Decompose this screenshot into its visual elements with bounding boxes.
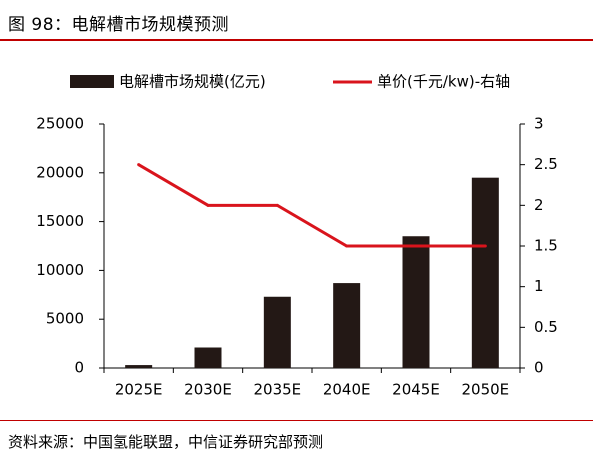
line-point bbox=[345, 244, 349, 248]
legend-bar-label: 电解槽市场规模(亿元) bbox=[119, 73, 266, 91]
x-tick-label: 2030E bbox=[184, 381, 232, 399]
footer-rule bbox=[0, 420, 593, 421]
left-tick-label: 25000 bbox=[36, 115, 84, 133]
line-point bbox=[414, 244, 418, 248]
x-tick-label: 2040E bbox=[323, 381, 371, 399]
figure-title: 图 98：电解槽市场规模预测 bbox=[8, 15, 230, 35]
right-tick-label: 1 bbox=[534, 277, 544, 295]
x-tick-label: 2035E bbox=[254, 381, 302, 399]
bar bbox=[125, 365, 153, 368]
title-rule bbox=[0, 39, 593, 41]
source-note: 资料来源：中国氢能联盟，中信证券研究部预测 bbox=[8, 433, 324, 451]
x-tick-label: 2025E bbox=[115, 381, 163, 399]
x-tick-labels: 2025E 2030E 2035E 2040E 2045E 2050E bbox=[115, 381, 509, 399]
bar bbox=[194, 347, 222, 368]
legend-bar-swatch bbox=[70, 75, 114, 88]
price-line bbox=[137, 163, 486, 248]
right-tick-label: 2.5 bbox=[534, 155, 558, 173]
left-tick-label: 15000 bbox=[36, 212, 84, 230]
left-tick-label: 5000 bbox=[46, 310, 84, 328]
bar-series bbox=[125, 177, 499, 368]
line-point bbox=[137, 163, 141, 167]
line-point bbox=[206, 203, 210, 207]
right-tick-label: 0 bbox=[534, 359, 544, 377]
left-tick-label: 20000 bbox=[36, 163, 84, 181]
bar bbox=[333, 283, 361, 368]
bar bbox=[402, 236, 430, 368]
legend: 电解槽市场规模(亿元) 单价(千元/kw)-右轴 bbox=[70, 73, 510, 91]
left-tick-label: 10000 bbox=[36, 261, 84, 279]
x-tick-label: 2050E bbox=[462, 381, 510, 399]
line-point bbox=[483, 244, 487, 248]
chart: 电解槽市场规模(亿元) 单价(千元/kw)-右轴 0 5000 10000 15000 2… bbox=[36, 73, 558, 399]
bar bbox=[263, 296, 291, 368]
figure-footer: 资料来源：中国氢能联盟，中信证券研究部预测 bbox=[0, 420, 593, 462]
x-tick-label: 2045E bbox=[392, 381, 440, 399]
line-point bbox=[275, 203, 279, 207]
axes: 0 5000 10000 15000 20000 25000 0 0.5 1 1.5 2 2.5 3 bbox=[36, 115, 558, 377]
right-tick-label: 3 bbox=[534, 115, 544, 133]
bar bbox=[471, 177, 499, 368]
right-tick-label: 0.5 bbox=[534, 318, 558, 336]
figure-header: 图 98：电解槽市场规模预测 bbox=[0, 0, 593, 44]
left-tick-label: 0 bbox=[74, 359, 84, 377]
legend-line-label: 单价(千元/kw)-右轴 bbox=[377, 73, 510, 91]
line-series bbox=[137, 163, 487, 248]
right-tick-label: 1.5 bbox=[534, 237, 558, 255]
right-tick-label: 2 bbox=[534, 196, 544, 214]
